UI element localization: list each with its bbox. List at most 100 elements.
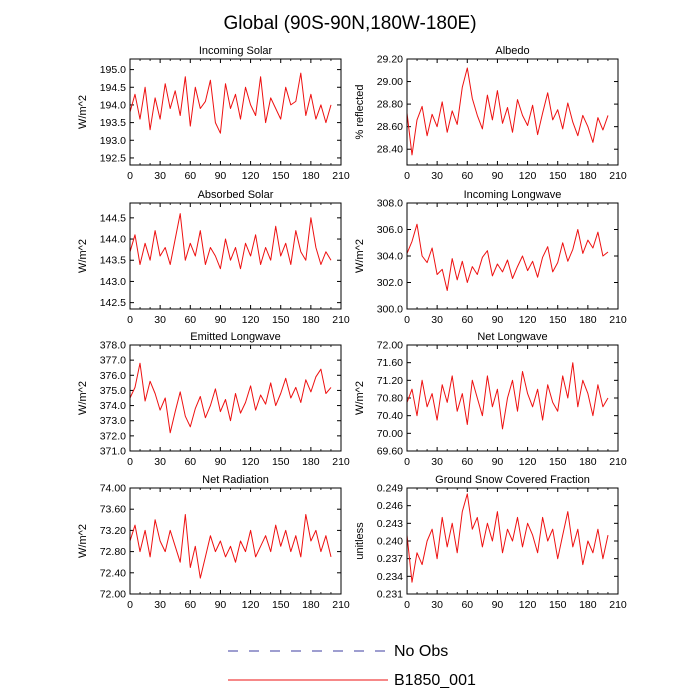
x-tick-label: 180	[302, 170, 320, 182]
y-axis-label: W/m^2	[77, 381, 89, 415]
y-tick-label: 28.80	[377, 99, 403, 111]
y-axis-label: W/m^2	[77, 95, 89, 129]
y-tick-label: 378.0	[100, 340, 126, 352]
y-tick-label: 28.40	[377, 144, 403, 156]
y-tick-label: 306.0	[377, 224, 403, 236]
series-line-b1850-001	[129, 72, 332, 134]
x-tick-label: 90	[492, 456, 504, 468]
x-tick-label: 0	[404, 456, 410, 468]
plot-frame	[129, 202, 342, 310]
plot-frame	[129, 487, 342, 595]
y-tick-label: 373.0	[100, 415, 126, 427]
x-tick-label: 120	[242, 170, 260, 182]
y-axis-label: W/m^2	[77, 524, 89, 558]
x-tick-label: 30	[154, 599, 166, 611]
plot-frame	[406, 487, 619, 595]
y-tick-label: 72.80	[100, 546, 126, 558]
x-tick-label: 180	[302, 314, 320, 326]
x-tick-label: 120	[519, 599, 537, 611]
x-tick-label: 90	[215, 599, 227, 611]
legend: No Obs B1850_001	[228, 643, 476, 689]
y-axis-label: W/m^2	[77, 239, 89, 273]
x-tick-label: 210	[332, 170, 350, 182]
panel-title: Ground Snow Covered Fraction	[435, 474, 590, 486]
panel-title: Net Radiation	[202, 474, 269, 486]
x-tick-label: 150	[272, 314, 290, 326]
panel-title: Incoming Longwave	[464, 189, 562, 201]
x-tick-label: 180	[302, 599, 320, 611]
panel-net-longwave: Net Longwave W/m^2 0 30 60 90 120 150 180 210 69.6…	[354, 331, 627, 468]
x-tick-label: 0	[404, 599, 410, 611]
plot-frame	[406, 58, 619, 166]
x-tick-label: 120	[519, 314, 537, 326]
x-tick-label: 60	[461, 170, 473, 182]
x-tick-label: 120	[242, 314, 260, 326]
x-tick-label: 60	[184, 314, 196, 326]
y-tick-label: 300.0	[377, 304, 403, 316]
y-tick-label: 29.00	[377, 76, 403, 88]
y-tick-label: 144.0	[100, 234, 126, 246]
x-tick-label: 0	[404, 170, 410, 182]
series-line-b1850-001	[406, 362, 609, 430]
y-tick-label: 70.00	[377, 428, 403, 440]
x-tick-label: 180	[302, 456, 320, 468]
x-tick-label: 210	[609, 456, 627, 468]
y-tick-label: 70.40	[377, 410, 403, 422]
x-tick-label: 30	[431, 599, 443, 611]
panel-emitted-longwave: Emitted Longwave W/m^2 0 30 60 90 120 150 180 210…	[77, 331, 350, 468]
x-tick-label: 90	[215, 456, 227, 468]
y-tick-label: 0.240	[377, 536, 403, 548]
y-tick-label: 72.00	[100, 589, 126, 601]
y-tick-label: 371.0	[100, 446, 126, 458]
x-tick-label: 30	[154, 170, 166, 182]
x-tick-label: 150	[549, 170, 567, 182]
x-tick-label: 60	[184, 456, 196, 468]
y-tick-label: 142.5	[100, 297, 126, 309]
x-tick-label: 90	[215, 314, 227, 326]
y-tick-label: 195.0	[100, 64, 126, 76]
y-tick-label: 72.00	[377, 340, 403, 352]
series-line-b1850-001	[129, 362, 332, 434]
x-tick-label: 120	[519, 170, 537, 182]
plot-frame	[406, 202, 619, 310]
y-tick-label: 376.0	[100, 370, 126, 382]
y-tick-label: 0.237	[377, 553, 403, 565]
x-tick-label: 0	[404, 314, 410, 326]
series-line-b1850-001	[406, 223, 609, 291]
y-tick-label: 308.0	[377, 198, 403, 210]
series-line-b1850-001	[406, 493, 609, 583]
x-tick-label: 90	[492, 170, 504, 182]
x-tick-label: 0	[127, 599, 133, 611]
panel-albedo: Albedo % reflected 0 30 60 90 120 150 180 210 28.4…	[354, 45, 627, 182]
x-tick-label: 0	[127, 314, 133, 326]
panel-absorbed-solar: Absorbed Solar W/m^2 0 30 60 90 120 150 180 210 14…	[77, 189, 350, 326]
panel-title: Albedo	[495, 45, 529, 57]
x-tick-label: 150	[272, 456, 290, 468]
x-tick-label: 180	[579, 314, 597, 326]
figure-title: Global (90S-90N,180W-180E)	[223, 13, 476, 34]
x-tick-label: 180	[579, 599, 597, 611]
x-tick-label: 60	[461, 314, 473, 326]
x-tick-label: 60	[184, 599, 196, 611]
plot-frame	[129, 58, 342, 166]
y-tick-label: 377.0	[100, 355, 126, 367]
plot-frame	[129, 344, 342, 452]
x-tick-label: 210	[332, 314, 350, 326]
x-tick-label: 150	[272, 599, 290, 611]
x-tick-label: 210	[332, 599, 350, 611]
y-tick-label: 192.5	[100, 152, 126, 164]
x-tick-label: 120	[242, 456, 260, 468]
x-tick-label: 120	[242, 599, 260, 611]
x-tick-label: 30	[431, 314, 443, 326]
panel-incoming-solar: Incoming Solar W/m^2 0 30 60 90 120 150 180 210 19…	[77, 45, 350, 182]
y-tick-label: 302.0	[377, 277, 403, 289]
panel-title: Incoming Solar	[199, 45, 273, 57]
y-tick-label: 194.0	[100, 99, 126, 111]
y-axis-label: W/m^2	[354, 381, 366, 415]
y-tick-label: 74.00	[100, 483, 126, 495]
y-tick-label: 193.0	[100, 135, 126, 147]
y-tick-label: 144.5	[100, 212, 126, 224]
y-tick-label: 375.0	[100, 385, 126, 397]
x-tick-label: 60	[461, 456, 473, 468]
